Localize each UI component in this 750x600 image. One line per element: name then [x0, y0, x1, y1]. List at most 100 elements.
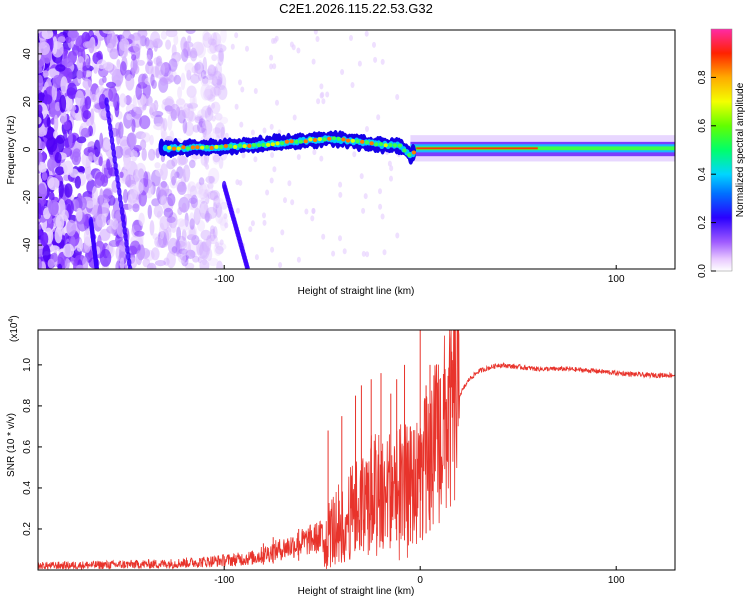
heatmap-noise-cell [389, 165, 394, 172]
heatmap-noise-cell [69, 168, 79, 178]
heatmap-noise-cell [262, 212, 266, 219]
heatmap-noise-cell [208, 234, 218, 245]
signal-blob-core [247, 143, 252, 148]
heatmap-noise-cell [197, 199, 202, 209]
heatmap-noise-cell [184, 212, 189, 228]
heatmap-noise-cell [191, 65, 198, 74]
signal-blob-core [350, 138, 355, 143]
heatmap-noise-cell [109, 48, 119, 60]
heatmap-noise-cell [195, 182, 204, 195]
heatmap-noise-cell [313, 30, 318, 35]
heatmap-noise-cell [208, 175, 216, 184]
heatmap-noise-cell [199, 259, 210, 269]
signal-blob-core [171, 146, 177, 151]
snr-xtick-label: -100 [214, 575, 234, 586]
signal-blob-core [237, 143, 243, 148]
heatmap-noise-cell [118, 121, 124, 139]
heatmap-noise-cell [184, 262, 195, 269]
signal-blob-core [364, 140, 370, 145]
heatmap-noise-cell [146, 54, 151, 62]
signal-band-inner [410, 146, 675, 151]
heatmap-noise-cell [181, 255, 189, 267]
heatmap-noise-cell [202, 120, 212, 129]
snr-xtick-label: 100 [608, 575, 625, 586]
heatmap-noise-cell [311, 58, 316, 65]
heatmap-noise-cell [189, 226, 196, 241]
heatmap-noise-cell [352, 151, 357, 158]
heatmap-noise-cell [296, 154, 301, 160]
heatmap-noise-cell [82, 78, 92, 90]
heatmap-noise-cell [83, 228, 92, 246]
heatmap-noise-cell [98, 93, 107, 110]
heatmap-noise-cell [214, 113, 223, 121]
heatmap-noise-cell [338, 191, 343, 198]
heatmap-noise-cell [73, 259, 78, 269]
heatmap-noise-cell [153, 204, 164, 218]
heatmap-noise-cell [157, 181, 170, 197]
signal-blob-core [275, 141, 280, 146]
heatmap-noise-cell [207, 65, 217, 77]
colorbar-tick-label: 0.8 [697, 70, 708, 84]
heatmap-noise-cell [212, 154, 220, 163]
heatmap-xtick-label: 100 [608, 274, 625, 285]
heatmap-noise-cell [133, 144, 142, 152]
heatmap-noise-cell [156, 55, 163, 67]
heatmap-noise-cell [160, 163, 168, 181]
snr-frame [37, 329, 676, 571]
heatmap-noise-cell [209, 42, 218, 54]
heatmap-noise-cell [176, 98, 186, 106]
signal-blob-core [308, 137, 313, 142]
signal-blob-core [383, 143, 388, 148]
signal-blob-core [327, 136, 332, 141]
colorbar-tick-label: 0.0 [697, 264, 708, 278]
heatmap-noise-cell [196, 239, 204, 256]
heatmap-noise-cell [185, 30, 196, 34]
signal-blob-core [289, 139, 294, 144]
heatmap-noise-cell [269, 54, 274, 61]
heatmap-noise-cell [38, 164, 47, 173]
heatmap-noise-cell [38, 148, 41, 166]
heatmap-noise-cell [349, 35, 353, 41]
heatmap-noise-cell [206, 68, 213, 76]
colorbar-tick-label: 0.4 [697, 167, 708, 181]
heatmap-noise-cell [213, 78, 217, 85]
heatmap-noise-cell [60, 110, 67, 125]
heatmap-noise-cell [234, 103, 239, 110]
colorbar: 0.0 0.2 0.4 0.6 0.8 Normalized spectral ampl… [697, 28, 746, 278]
heatmap-noise-cell [107, 219, 114, 226]
heatmap-noise-cell [214, 122, 226, 139]
heatmap-noise-cell [178, 248, 189, 255]
heatmap-noise-cell [189, 159, 196, 169]
heatmap-noise-cell [123, 154, 132, 170]
heatmap-noise-cell [65, 36, 72, 43]
heatmap-layer [38, 30, 675, 269]
heatmap-noise-cell [186, 102, 198, 109]
heatmap-noise-cell [171, 246, 178, 254]
heatmap-noise-cell [202, 30, 210, 42]
heatmap-noise-cell [211, 102, 216, 109]
signal-blob-core [167, 145, 172, 150]
signal-blob-core [411, 150, 417, 155]
heatmap-noise-cell [187, 181, 197, 192]
signal-blob-core [331, 136, 337, 141]
heatmap-noise-cell [49, 245, 60, 252]
heatmap-noise-cell [250, 129, 255, 136]
heatmap-noise-cell [380, 58, 385, 65]
heatmap-ylabel: Frequency (Hz) [6, 116, 17, 185]
heatmap-noise-cell [85, 58, 91, 69]
signal-blob-core [181, 145, 186, 150]
heatmap-noise-cell [208, 167, 220, 185]
signal-blob-core [294, 139, 299, 144]
heatmap-noise-cell [137, 59, 145, 66]
signal-blob-core [397, 143, 402, 148]
signal-blob-core [218, 144, 224, 149]
heatmap-noise-cell [185, 249, 196, 259]
signal-blob-core [233, 144, 238, 149]
heatmap-noise-cell [198, 118, 206, 128]
heatmap-noise-cell [187, 103, 194, 122]
colorbar-ticks: 0.0 0.2 0.4 0.6 0.8 [697, 70, 716, 278]
heatmap-noise-cell [219, 239, 224, 246]
heatmap-noise-cell [206, 240, 211, 247]
heatmap-noise-cell [262, 219, 267, 226]
heatmap-noise-cell [189, 96, 196, 105]
